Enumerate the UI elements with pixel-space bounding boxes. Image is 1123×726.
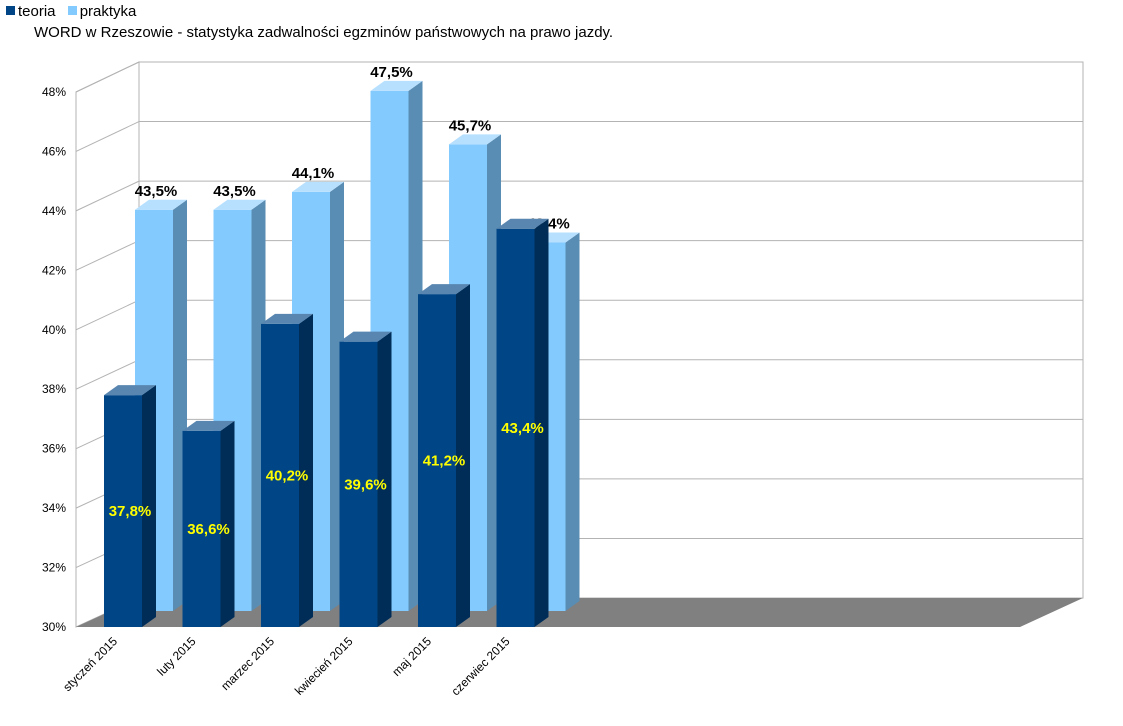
data-label-teoria: 43,4% xyxy=(501,420,544,437)
bar-praktyka-top xyxy=(370,80,423,91)
bar-praktyka-side xyxy=(565,232,580,611)
y-tick-label: 40% xyxy=(42,323,66,337)
y-tick-label: 42% xyxy=(42,263,66,277)
data-label-praktyka: 43,5% xyxy=(213,183,256,200)
gridline-side xyxy=(75,180,140,212)
gridline-side xyxy=(75,359,140,390)
gridline-side xyxy=(75,299,140,331)
legend-item-praktyka: praktyka xyxy=(67,3,137,20)
bar-teoria-side xyxy=(456,284,470,627)
legend-swatch-teoria xyxy=(6,6,15,15)
data-label-praktyka: 44,1% xyxy=(292,165,335,182)
data-label-teoria: 37,8% xyxy=(109,503,152,520)
y-tick-label: 38% xyxy=(42,382,66,396)
bar-teoria-top xyxy=(496,218,549,229)
x-tick-label: kwiecień 2015 xyxy=(292,634,356,698)
bar-praktyka-top xyxy=(135,199,187,210)
y-tick-label: 48% xyxy=(42,85,66,99)
gridline-side xyxy=(75,240,140,271)
y-tick-label: 36% xyxy=(42,442,66,456)
x-tick-label: luty 2015 xyxy=(154,634,199,679)
bar-teoria-top xyxy=(182,420,235,431)
y-tick-label: 34% xyxy=(42,501,66,515)
y-tick-label: 32% xyxy=(42,561,66,575)
bar-teoria-top xyxy=(261,313,313,324)
chart-title: WORD w Rzeszowie - statystyka zadwalnośc… xyxy=(34,24,614,41)
y-tick-label: 30% xyxy=(42,620,66,634)
bar-teoria-front xyxy=(261,323,299,627)
bar-teoria-side xyxy=(534,218,549,627)
legend-item-teoria: teoria xyxy=(6,3,56,20)
gridline-side xyxy=(75,61,140,93)
y-tick-label: 44% xyxy=(42,204,66,218)
bar-teoria-side xyxy=(220,420,235,627)
bar-teoria-side xyxy=(377,331,392,627)
data-label-praktyka: 47,5% xyxy=(370,64,413,81)
x-tick-label: marzec 2015 xyxy=(218,634,277,693)
bar-teoria-top xyxy=(104,385,156,396)
data-label-teoria: 36,6% xyxy=(187,521,230,538)
gridline-side xyxy=(75,121,140,152)
bar-teoria-side xyxy=(142,385,156,627)
data-label-teoria: 39,6% xyxy=(344,476,387,493)
legend-label-praktyka: praktyka xyxy=(79,3,137,20)
bar-teoria-top xyxy=(418,284,470,295)
x-tick-label: czerwiec 2015 xyxy=(448,634,512,698)
bar-teoria-side xyxy=(299,313,313,627)
x-tick-label: maj 2015 xyxy=(389,634,434,679)
bar-teoria-front xyxy=(182,430,221,627)
data-label-praktyka: 45,7% xyxy=(449,117,492,134)
bar-praktyka-top xyxy=(213,199,266,210)
x-tick-label: styczeń 2015 xyxy=(60,634,120,694)
data-label-teoria: 40,2% xyxy=(266,467,309,484)
bar-praktyka-top xyxy=(292,181,344,192)
legend: teoria praktyka xyxy=(6,3,144,20)
bar-teoria-front xyxy=(339,341,378,627)
bar-teoria-front xyxy=(104,395,142,627)
data-label-praktyka: 43,5% xyxy=(135,183,178,200)
bar-praktyka-top xyxy=(449,134,501,145)
legend-label-teoria: teoria xyxy=(18,3,56,20)
legend-swatch-praktyka xyxy=(67,6,77,15)
y-tick-label: 46% xyxy=(42,144,66,158)
bar-teoria-front xyxy=(496,228,535,627)
data-label-teoria: 41,2% xyxy=(423,453,466,470)
bar-teoria-top xyxy=(339,331,392,342)
bar-teoria-front xyxy=(418,294,456,627)
